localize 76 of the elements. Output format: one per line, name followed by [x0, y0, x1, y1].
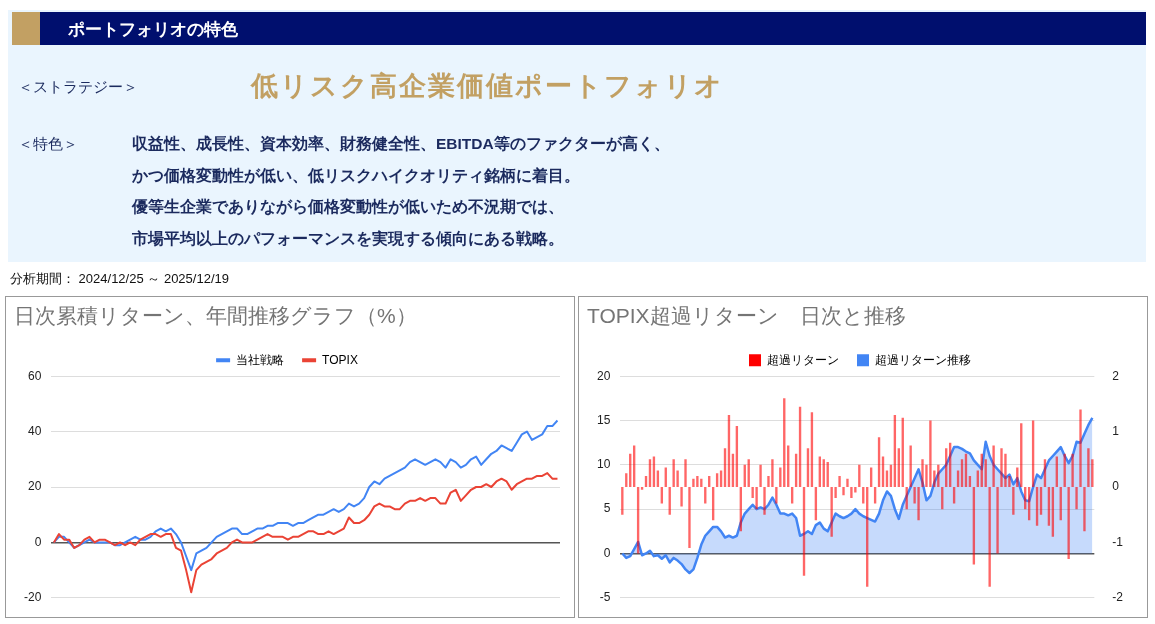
- y-tick-label: 40: [27, 423, 42, 438]
- text: 分析期間： 2024/12/25 ～ 2025/12/19: [10, 270, 229, 288]
- text: ＜特色＞: [18, 135, 78, 154]
- bar: [913, 487, 916, 504]
- y-tick-label: 5: [603, 501, 611, 516]
- bar: [775, 487, 778, 504]
- bar: [684, 459, 687, 487]
- y-tick-label: 15: [596, 412, 611, 427]
- bar: [1012, 487, 1015, 515]
- text: かつ価格変動性が低い、低リスクハイクオリティ銘柄に着目。: [132, 165, 580, 186]
- y2-tick-label: -2: [1112, 590, 1124, 605]
- text: ＜ストラテジー＞: [18, 78, 138, 97]
- bar: [929, 420, 932, 487]
- y-tick-label: 60: [27, 368, 42, 383]
- bar: [925, 464, 928, 487]
- bar: [1079, 409, 1082, 487]
- bar: [759, 464, 762, 487]
- bar: [996, 487, 999, 554]
- bar: [988, 487, 991, 587]
- bar: [933, 470, 936, 487]
- y-tick-label: 20: [27, 479, 42, 494]
- bar: [1091, 459, 1094, 487]
- y2-tick-label: 2: [1112, 368, 1120, 383]
- bar: [1004, 453, 1007, 487]
- y-tick-label: 20: [596, 368, 611, 383]
- bar: [1075, 487, 1078, 510]
- bar: [846, 478, 849, 487]
- y2-tick-label: 1: [1112, 423, 1120, 438]
- bar: [1000, 448, 1003, 487]
- bar: [680, 487, 683, 507]
- bar: [830, 487, 833, 537]
- bar: [767, 475, 770, 487]
- y-tick-label: 0: [603, 545, 611, 560]
- bar: [688, 487, 691, 548]
- bar: [763, 487, 766, 515]
- bar: [834, 487, 837, 499]
- legend-label: 超過リターン: [767, 352, 839, 367]
- bar: [751, 487, 754, 499]
- bar: [1071, 453, 1074, 487]
- bar: [850, 487, 853, 499]
- y-tick-label: 0: [34, 534, 42, 549]
- chart-title: 日次累積リターン、年間推移グラフ（%）: [14, 304, 417, 328]
- bar: [917, 487, 920, 521]
- legend-label: TOPIX: [322, 352, 358, 367]
- legend-label: 超過リターン推移: [875, 352, 971, 367]
- bar: [842, 487, 845, 496]
- bar: [1083, 487, 1086, 532]
- bar: [755, 487, 758, 510]
- bar: [621, 487, 624, 515]
- bar: [1067, 487, 1070, 560]
- bar: [676, 470, 679, 487]
- bar: [854, 487, 857, 493]
- bar: [771, 459, 774, 487]
- text: 市場平均以上のパフォーマンスを実現する傾向にある戦略。: [132, 228, 564, 249]
- text: ポートフォリオの特色: [68, 19, 238, 41]
- y2-tick-label: 0: [1112, 479, 1120, 494]
- text: 優等生企業でありながら価格変動性が低いため不況期では、: [132, 197, 564, 218]
- text: 低リスク高企業価値ポートフォリオ: [251, 70, 724, 103]
- bar: [1087, 448, 1090, 487]
- chart-title: TOPIX超過リターン 日次と推移: [587, 304, 906, 328]
- y-tick-label: -5: [599, 590, 611, 605]
- bar: [992, 445, 995, 487]
- bar: [909, 445, 912, 487]
- y2-tick-label: -1: [1112, 534, 1124, 549]
- bar: [779, 467, 782, 487]
- y-tick-label: 10: [596, 457, 611, 472]
- bar: [838, 475, 841, 487]
- text: 収益性、成長性、資本効率、財務健全性、EBITDA等のファクターが高く、: [132, 134, 670, 154]
- legend-label: 当社戦略: [236, 352, 285, 367]
- bar: [696, 475, 699, 487]
- bar: [921, 459, 924, 487]
- bar: [700, 478, 703, 487]
- bar: [672, 459, 675, 487]
- y-tick-label: -20: [24, 590, 42, 605]
- bar: [692, 478, 695, 487]
- bar: [1008, 475, 1011, 487]
